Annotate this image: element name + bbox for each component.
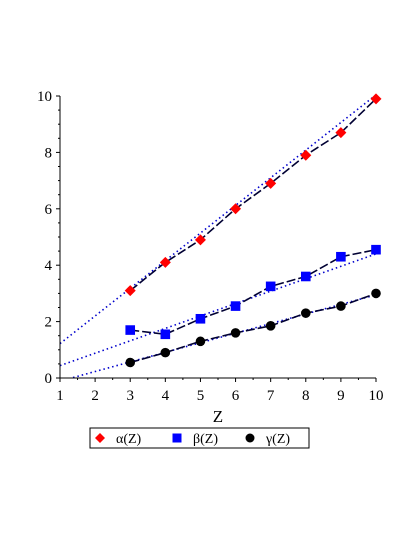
data-point-series-2 [371, 244, 381, 255]
data-point-series-3 [195, 336, 206, 347]
legend-label-series-2: β(Z) [193, 432, 218, 447]
data-point-series-2 [160, 329, 171, 340]
x-tick-label: 7 [267, 388, 275, 404]
x-tick-label: 3 [126, 388, 134, 404]
y-tick-label: 0 [45, 371, 53, 387]
y-tick-label: 10 [37, 89, 52, 105]
data-point-series-1 [370, 93, 382, 105]
series-line-2 [130, 248, 377, 336]
axes [56, 95, 377, 382]
data-point-series-1 [230, 203, 242, 215]
y-tick-label: 2 [45, 315, 53, 331]
data-point-series-3 [125, 357, 136, 368]
legend-marker-series-2 [172, 433, 182, 443]
data-point-series-2 [300, 271, 311, 282]
fit-lines [60, 94, 377, 378]
series-line-1 [129, 98, 377, 292]
x-tick-label: 10 [369, 388, 384, 404]
data-points [124, 93, 382, 368]
legend-label-series-1: α(Z) [116, 432, 142, 447]
legend-marker-series-3 [245, 433, 255, 443]
legend: α(Z) β(Z) γ(Z) [89, 427, 310, 449]
series-line-3 [130, 292, 377, 364]
data-point-series-3 [230, 328, 241, 338]
data-point-series-1 [300, 149, 312, 161]
data-point-series-1 [194, 234, 206, 246]
x-tick-label: 6 [232, 388, 240, 404]
data-point-series-1 [159, 256, 171, 268]
x-tick-label: 4 [162, 388, 170, 404]
fit-line-series-3 [68, 294, 377, 378]
legend-box [89, 427, 310, 449]
tick-labels: 1 2 3 4 5 6 7 8 9 10 0 2 4 6 8 10 [37, 89, 384, 404]
data-point-series-3 [300, 308, 311, 318]
data-point-series-2 [336, 251, 346, 262]
data-point-series-2 [195, 313, 206, 324]
legend-marker-series-1 [95, 433, 105, 443]
x-axis-label: Z [213, 407, 223, 426]
fit-line-series-2 [60, 253, 377, 367]
y-tick-label: 6 [45, 202, 53, 218]
y-tick-label: 4 [45, 258, 53, 274]
series-lines [129, 98, 377, 364]
data-point-series-3 [336, 301, 346, 311]
y-tick-label: 8 [45, 145, 53, 161]
x-tick-label: 2 [91, 388, 99, 404]
x-tick-label: 9 [337, 388, 345, 404]
fit-line-series-1 [60, 94, 377, 345]
data-point-series-2 [230, 301, 241, 311]
data-point-series-1 [124, 285, 136, 297]
data-point-series-1 [265, 177, 277, 189]
x-tick-label: 1 [56, 388, 64, 404]
data-point-series-2 [265, 281, 276, 292]
data-point-series-3 [265, 321, 276, 331]
data-point-series-1 [335, 127, 347, 139]
legend-label-series-3: γ(Z) [265, 432, 290, 447]
x-tick-label: 8 [302, 388, 310, 404]
data-point-series-3 [371, 288, 381, 299]
data-point-series-2 [125, 325, 136, 335]
x-tick-label: 5 [197, 388, 205, 404]
data-point-series-3 [160, 347, 171, 358]
